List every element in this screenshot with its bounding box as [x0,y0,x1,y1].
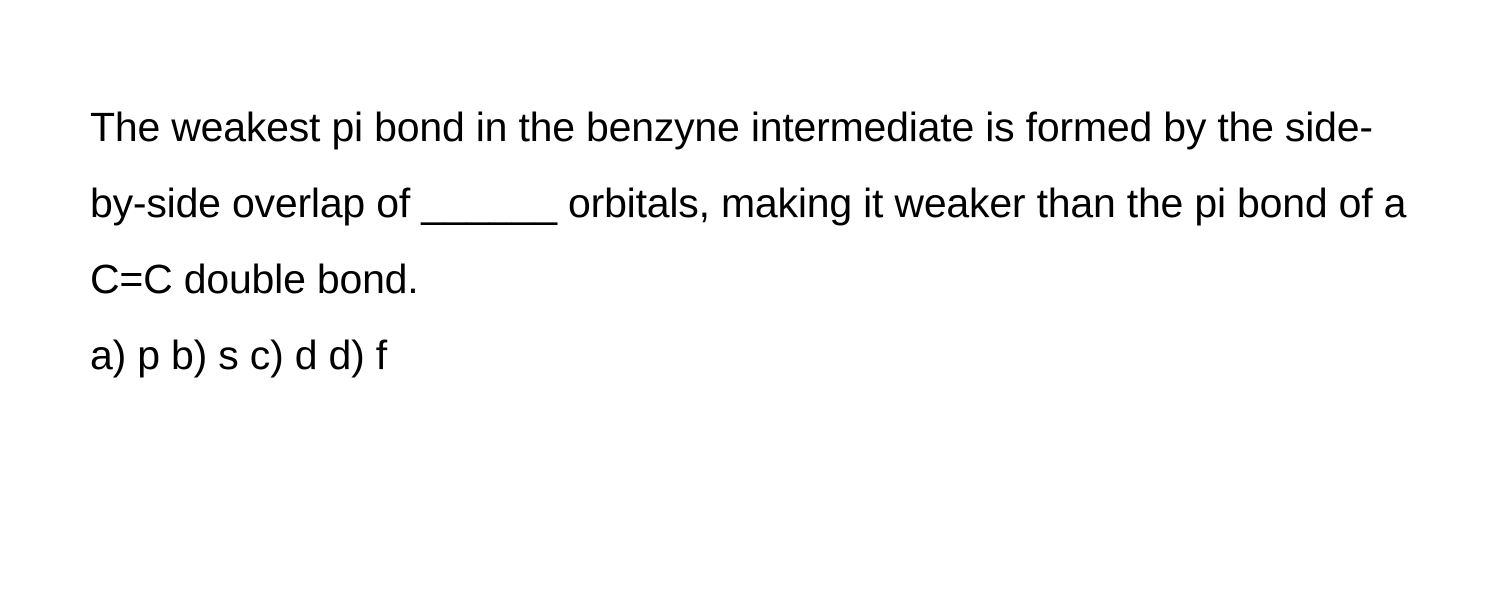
options-line: a) p b) s c) d d) f [90,318,1410,394]
question-container: The weakest pi bond in the benzyne inter… [90,90,1410,393]
question-text: The weakest pi bond in the benzyne inter… [90,90,1410,318]
